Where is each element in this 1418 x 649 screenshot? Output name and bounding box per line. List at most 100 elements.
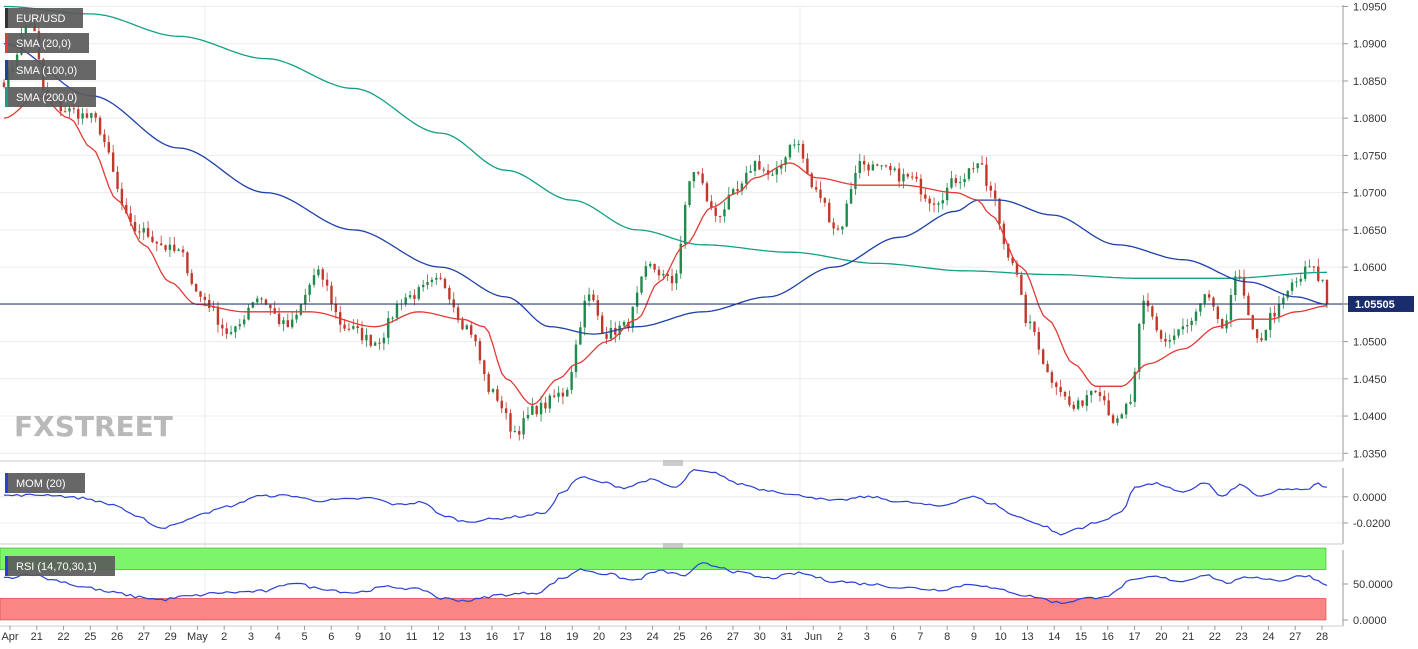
candle-body [1264,329,1268,341]
candle-body [1216,306,1220,320]
y-tick-label: 1.0500 [1353,337,1387,349]
candle-body [902,174,905,182]
candle-body [631,306,634,328]
candle-body [552,395,556,397]
candle-body [203,296,207,300]
candle-body [107,142,110,153]
candle-body [557,392,560,397]
candle-body [378,342,381,344]
candle-body [976,163,979,169]
candle-body [701,173,704,184]
candle-body [1207,294,1211,298]
candle-body [889,165,892,171]
candle-body [103,134,106,143]
legend-color-swatch [5,8,8,28]
candle-body [1290,282,1294,291]
candle-body [186,252,189,274]
candle-body [1194,311,1198,321]
panel-resize-handles[interactable] [663,460,683,549]
candle-body [893,168,896,171]
candle-body [1037,332,1041,350]
candle-body [509,413,512,432]
legend-eurusd: EUR/USD [5,8,83,28]
candle-body [1007,243,1010,258]
candle-body [731,189,735,195]
x-tick-label: 25 [673,631,685,643]
candle-body [426,282,429,285]
candle-body [1172,335,1176,341]
candle-body [290,319,294,328]
x-tick-label: 28 [1316,631,1328,643]
candle-body [736,189,739,192]
candle-body [352,326,355,329]
legend-box [5,473,85,493]
candle-body [1282,297,1285,304]
sma100-line [3,43,1328,335]
candle-body [1072,404,1075,409]
panel-resize-handle[interactable] [663,543,683,549]
panel-resize-handle[interactable] [663,460,683,466]
candle-body [1063,392,1067,397]
candle-body [762,169,765,171]
x-axis-labels: Apr 21 22 25 26 27 29 May 2 3 4 5 6 9 10 11 12 13 16 17 18 19… [1,626,1328,643]
candle-body [1094,390,1097,393]
candle-body [85,113,89,118]
candle-body [924,194,927,199]
candle-body [1015,263,1019,275]
candle-body [1028,321,1032,324]
candle-body [649,263,652,267]
y-tick-label: 1.0700 [1353,188,1387,200]
candle-body [146,228,150,237]
candle-body [788,145,792,158]
candle-body [1120,414,1123,419]
candle-body [164,245,167,250]
candle-body [125,204,128,214]
x-tick-label: 31 [780,631,792,643]
x-tick-label: 23 [1236,631,1248,643]
candle-body [138,231,141,233]
y-tick-label: -0.0200 [1353,518,1390,530]
x-tick-label: 9 [971,631,977,643]
candle-body [404,297,407,304]
candle-body [600,315,604,334]
candle-body [1159,330,1163,339]
candle-body [793,144,796,146]
candle-body [653,263,656,270]
candle-body [382,337,386,344]
candle-body [561,392,565,397]
candle-body [413,295,416,299]
candle-body [950,178,953,188]
candle-body [365,334,368,341]
candle-body [723,209,726,217]
candle-body [491,389,495,392]
candle-body [212,306,215,308]
candle-body [784,157,787,165]
candle-body [1111,415,1115,423]
candle-body [72,108,76,110]
candle-body [325,279,329,286]
legend-rsi: RSI (14,70,30,1) [5,556,115,576]
candle-body [155,241,159,244]
x-tick-label: 19 [566,631,578,643]
candle-body [867,164,870,171]
candle-body [24,25,28,35]
candle-body [705,183,709,202]
candle-body [417,287,421,299]
legend-sma100: SMA (100,0) [5,60,96,80]
candle-body [312,275,316,285]
x-tick-label: 14 [1048,631,1060,643]
candle-body [967,168,971,179]
candle-body [518,431,521,435]
x-tick-label: 21 [1182,631,1194,643]
candle-body [1085,395,1089,406]
candle-body [360,328,364,341]
candle-body [998,198,1001,224]
candle-body [1295,281,1298,283]
x-tick-label: 12 [432,631,444,643]
candle-body [797,144,800,146]
candle-body [670,275,674,284]
candle-body [1177,329,1180,336]
legend-color-swatch [5,87,8,107]
x-tick-label: 10 [379,631,391,643]
candle-body [814,187,818,190]
